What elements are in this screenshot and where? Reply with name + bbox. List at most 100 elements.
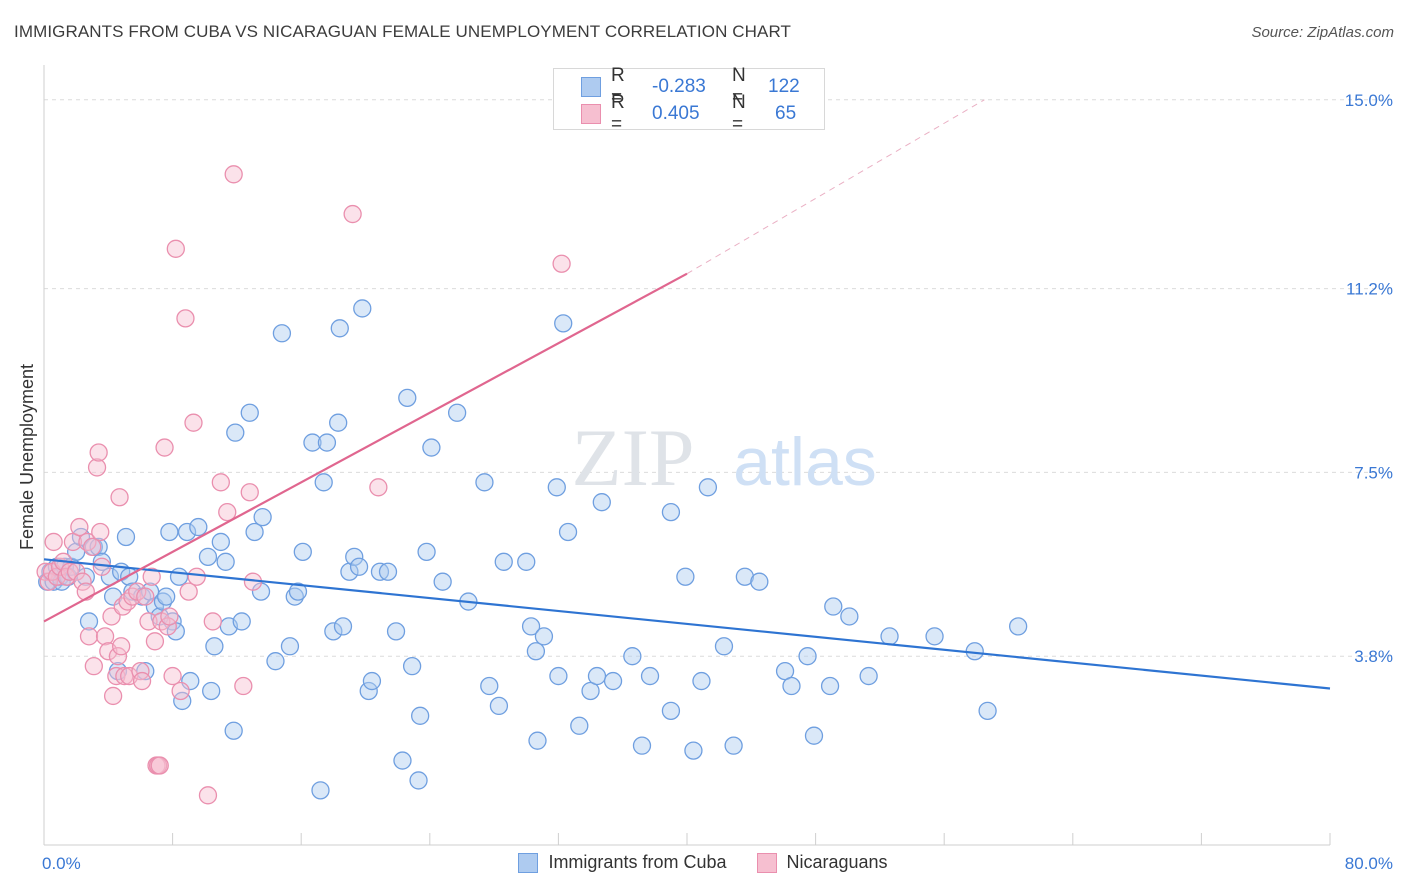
data-point-cuba [840, 607, 859, 626]
data-point-cuba [880, 627, 899, 646]
data-point-cuba [684, 741, 703, 760]
data-point-cuba [89, 537, 108, 557]
data-point-nicaraguans [218, 502, 237, 522]
data-point-nicaraguans [44, 532, 63, 552]
data-point-cuba [362, 671, 382, 691]
watermark-atlas: atlas [733, 424, 877, 500]
data-point-cuba [349, 557, 369, 576]
data-point-cuba [232, 612, 251, 631]
data-point-nicaraguans [171, 681, 190, 701]
data-point-nicaraguans [84, 656, 103, 676]
data-point-cuba [661, 701, 681, 721]
data-point-cuba [224, 721, 243, 740]
data-point-cuba [116, 527, 136, 547]
data-point-cuba [181, 671, 200, 691]
data-point-cuba [480, 676, 499, 696]
data-point-nicaraguans [160, 607, 179, 626]
data-point-cuba [676, 567, 695, 586]
data-point-cuba [317, 433, 337, 452]
data-point-nicaraguans [150, 756, 169, 775]
data-point-cuba [804, 726, 824, 745]
data-point-nicaraguans [89, 443, 108, 462]
series-cuba-points [38, 299, 1028, 800]
data-point-nicaraguans [184, 413, 203, 432]
data-point-nicaraguans [70, 517, 89, 537]
data-point-cuba [978, 701, 997, 721]
data-point-nicaraguans [552, 254, 571, 273]
data-point-cuba [526, 642, 546, 661]
stats-swatch-cuba [581, 77, 601, 97]
data-point-cuba [402, 656, 422, 676]
series-nicaraguans-points [36, 165, 571, 805]
data-point-cuba [120, 567, 139, 586]
source-credit: Source: ZipAtlas.com [1251, 24, 1394, 41]
data-point-cuba [820, 676, 840, 696]
data-point-cuba [1008, 617, 1028, 636]
data-point-nicaraguans [234, 676, 253, 696]
data-point-nicaraguans [132, 671, 152, 691]
data-point-cuba [330, 319, 349, 338]
data-point-nicaraguans [87, 458, 107, 477]
data-point-nicaraguans [145, 632, 165, 651]
data-point-cuba [324, 622, 343, 641]
data-point-cuba [103, 587, 123, 606]
data-point-nicaraguans [103, 686, 123, 706]
trend-lines [43, 99, 1331, 690]
data-point-nicaraguans [211, 473, 230, 492]
stats-n-label: N = [732, 65, 746, 108]
stats-swatch-nicaraguans [581, 104, 601, 124]
trend-line-nicaraguans-extension [686, 99, 985, 275]
data-point-cuba [782, 676, 801, 696]
data-point-cuba [345, 547, 364, 566]
data-point-nicaraguans [343, 204, 362, 224]
data-point-nicaraguans [203, 612, 222, 631]
data-point-cuba [547, 478, 566, 497]
data-point-cuba [211, 532, 230, 552]
legend-swatch-cuba [518, 852, 539, 873]
data-point-cuba [489, 696, 509, 716]
data-point-nicaraguans [224, 165, 243, 184]
data-point-cuba [202, 681, 221, 701]
data-point-cuba [393, 751, 412, 770]
stats-legend: R = -0.283 N = 122 R = 0.405 N = 65 [553, 65, 825, 135]
data-point-nicaraguans [112, 637, 131, 656]
x-tick-label-max: 80.0% [1345, 854, 1393, 873]
data-point-cuba [824, 597, 843, 616]
legend-swatch-nicaraguans [756, 852, 777, 873]
data-point-cuba [494, 552, 513, 571]
legend-item-nicaraguans[interactable]: Nicaraguans [756, 852, 888, 873]
data-point-cuba [698, 478, 718, 497]
data-point-cuba [198, 547, 218, 566]
data-point-cuba [79, 612, 99, 631]
data-point-cuba [240, 403, 259, 422]
data-point-cuba [422, 438, 441, 457]
legend-item-cuba[interactable]: Immigrants from Cuba [518, 852, 727, 873]
data-point-cuba [386, 622, 406, 641]
data-point-cuba [558, 522, 578, 542]
legend-label-cuba: Immigrants from Cuba [548, 852, 727, 872]
bottom-legend: Immigrants from Cuba Nicaraguans [0, 852, 1406, 873]
data-point-cuba [859, 666, 878, 686]
data-point-cuba [169, 567, 189, 586]
data-point-cuba [528, 731, 547, 750]
data-point-nicaraguans [79, 627, 99, 646]
data-point-cuba [661, 502, 681, 522]
data-point-nicaraguans [139, 612, 158, 631]
data-point-cuba [750, 572, 769, 591]
data-point-cuba [798, 647, 817, 666]
data-point-cuba [245, 522, 264, 542]
data-point-nicaraguans [179, 582, 198, 601]
data-point-nicaraguans [36, 562, 55, 581]
y-tick-label: 7.5% [1354, 463, 1393, 482]
data-point-nicaraguans [110, 488, 129, 507]
data-point-nicaraguans [76, 582, 95, 601]
data-point-nicaraguans [91, 522, 110, 542]
data-point-nicaraguans [83, 537, 102, 557]
data-point-cuba [692, 671, 711, 691]
data-point-nicaraguans [163, 666, 182, 686]
data-point-nicaraguans [166, 239, 185, 258]
data-point-cuba [329, 413, 348, 432]
data-point-nicaraguans [95, 627, 115, 646]
data-point-cuba [280, 637, 300, 656]
stats-r-value: 0.405 [652, 103, 700, 124]
